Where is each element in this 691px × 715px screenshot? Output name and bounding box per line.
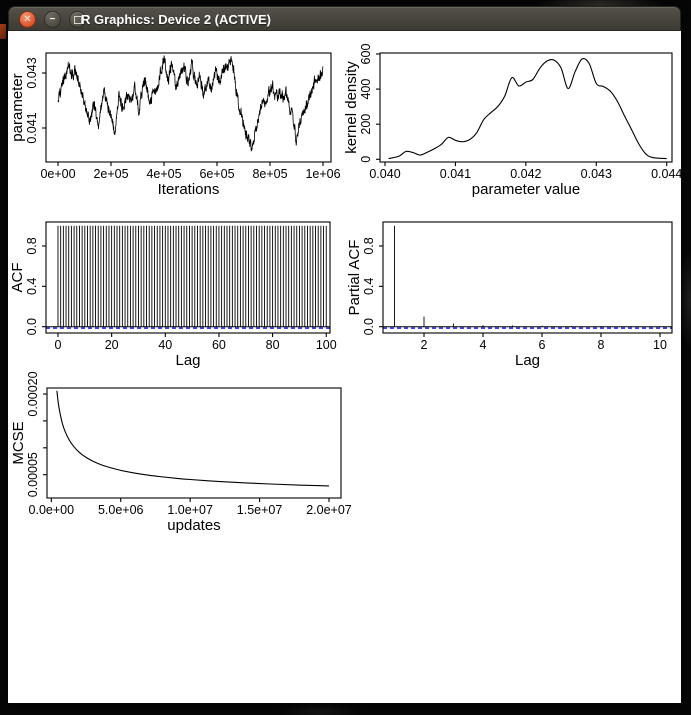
plot-box [45, 221, 331, 334]
x-tick-label: 10 [653, 338, 667, 352]
pacf-series [383, 225, 672, 329]
x-tick-label: 100 [316, 338, 337, 352]
density-line [388, 57, 667, 160]
window-title: R Graphics: Device 2 (ACTIVE) [81, 12, 271, 27]
mcse-series [56, 390, 330, 487]
x-tick-label: 6 [539, 338, 546, 352]
window-titlebar[interactable]: ✕ − R Graphics: Device 2 (ACTIVE) [8, 6, 681, 31]
pacf-plot: 2 4 6 8 10 0.0 0.4 0.8 Lag Partial ACF [346, 221, 673, 369]
y-tick-label: 0.041 [25, 112, 39, 143]
y-tick-label: 0.8 [25, 237, 39, 254]
y-axis-title: Partial ACF [346, 240, 363, 316]
x-tick-label: 0.042 [510, 167, 541, 181]
x-tick-label: 0.044 [651, 167, 681, 181]
y-axis-title: MCSE [10, 421, 27, 464]
x-axis-title: updates [167, 517, 220, 534]
close-button[interactable]: ✕ [19, 10, 36, 28]
x-tick-label: 20 [105, 338, 119, 352]
y-axis-title: kernel density [343, 61, 360, 154]
x-tick-label: 60 [212, 338, 226, 352]
y-tick-label: 0.043 [25, 57, 39, 88]
minimize-button[interactable]: − [44, 10, 61, 28]
mcse-line [56, 390, 330, 487]
x-tick-label: 40 [158, 338, 172, 352]
plot-area: 0e+00 2e+05 4e+05 6e+05 8e+05 1e+06 0.041 0.043… [8, 31, 681, 703]
y-axis-title: ACF [9, 263, 26, 293]
desktop-accent-strip [0, 24, 6, 39]
x-tick-label: 0.040 [369, 167, 400, 181]
r-graphics-window: ✕ − R Graphics: Device 2 (ACTIVE) 0e+00 2… [8, 6, 681, 703]
x-tick-label: 0 [55, 338, 62, 352]
x-tick-label: 5.0e+06 [98, 503, 144, 517]
y-tick-label: 0.0 [25, 318, 39, 335]
close-icon: ✕ [23, 13, 32, 25]
y-tick-label: 0.00020 [26, 371, 40, 416]
x-axis-title: parameter value [472, 181, 580, 198]
x-tick-label: 80 [266, 338, 280, 352]
maximize-icon [73, 15, 82, 24]
x-tick-label: 8 [598, 338, 605, 352]
plots-canvas: 0e+00 2e+05 4e+05 6e+05 8e+05 1e+06 0.041 0.043… [9, 44, 681, 534]
y-tick-label: 0 [359, 156, 373, 163]
x-tick-label: 0.041 [440, 167, 471, 181]
y-tick-label: 0.4 [362, 278, 376, 295]
x-tick-label: 1e+06 [305, 167, 340, 181]
y-tick-label: 0.8 [362, 237, 376, 254]
maximize-button[interactable] [69, 10, 86, 28]
trace-plot: 0e+00 2e+05 4e+05 6e+05 8e+05 1e+06 0.041 0.043… [9, 52, 341, 198]
x-tick-label: 1.0e+07 [167, 503, 213, 517]
acf-plot: 0 20 40 60 80 100 0.0 0.4 0.8 Lag ACF [9, 221, 337, 369]
y-tick-label: 0.0 [362, 318, 376, 335]
trace-series [57, 55, 324, 152]
plot-box [382, 221, 673, 334]
y-tick-label: 0.4 [25, 278, 39, 295]
x-tick-label: 8e+05 [252, 167, 287, 181]
density-series [388, 57, 667, 160]
x-tick-label: 2 [421, 338, 428, 352]
mcse-plot: 0.0e+00 5.0e+06 1.0e+07 1.5e+07 2.0e+07 0.000… [10, 371, 352, 534]
minimize-icon: − [49, 13, 56, 25]
x-tick-label: 0e+00 [40, 167, 75, 181]
x-tick-label: 0.0e+00 [29, 503, 75, 517]
acf-series [46, 225, 330, 329]
x-axis-title: Iterations [158, 181, 220, 198]
y-tick-label: 200 [359, 114, 373, 135]
x-tick-label: 2.0e+07 [306, 503, 352, 517]
trace-line [57, 55, 324, 152]
plot-box [45, 52, 332, 163]
y-axis-title: parameter [9, 73, 26, 141]
x-axis-title: Lag [175, 352, 200, 369]
x-tick-label: 0.043 [581, 167, 612, 181]
x-tick-label: 6e+05 [199, 167, 234, 181]
plot-box [46, 387, 342, 499]
x-axis-title: Lag [515, 352, 540, 369]
x-tick-label: 4 [480, 338, 487, 352]
x-tick-label: 4e+05 [146, 167, 181, 181]
density-plot: 0.040 0.041 0.042 0.043 0.044 0 200 400 600 param… [343, 44, 681, 198]
y-tick-label: 0.00005 [26, 452, 40, 497]
y-tick-label: 400 [359, 79, 373, 100]
y-tick-label: 600 [359, 44, 373, 65]
plot-box [379, 52, 673, 163]
x-tick-label: 2e+05 [93, 167, 128, 181]
x-tick-label: 1.5e+07 [237, 503, 283, 517]
